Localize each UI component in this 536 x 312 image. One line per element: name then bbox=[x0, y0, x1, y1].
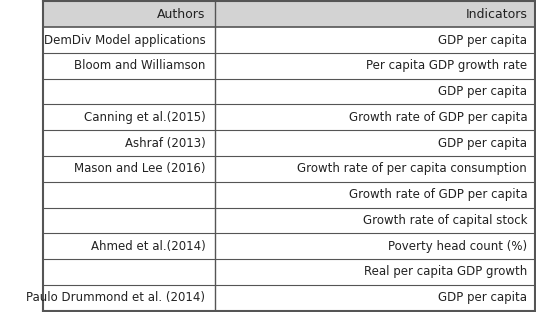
Text: Ahmed et al.(2014): Ahmed et al.(2014) bbox=[91, 240, 205, 253]
Text: Per capita GDP growth rate: Per capita GDP growth rate bbox=[366, 59, 527, 72]
Text: Indicators: Indicators bbox=[465, 8, 527, 21]
Text: Growth rate of capital stock: Growth rate of capital stock bbox=[363, 214, 527, 227]
Text: Growth rate of per capita consumption: Growth rate of per capita consumption bbox=[297, 162, 527, 175]
Text: Poverty head count (%): Poverty head count (%) bbox=[388, 240, 527, 253]
Bar bbox=[43, 1, 534, 27]
Bar bbox=[43, 182, 534, 207]
Bar bbox=[43, 27, 534, 53]
Bar bbox=[43, 53, 534, 79]
Bar bbox=[43, 130, 534, 156]
Text: Bloom and Williamson: Bloom and Williamson bbox=[74, 59, 205, 72]
Text: Authors: Authors bbox=[157, 8, 205, 21]
Bar bbox=[43, 156, 534, 182]
Bar bbox=[43, 79, 534, 105]
Text: GDP per capita: GDP per capita bbox=[438, 34, 527, 46]
Text: Mason and Lee (2016): Mason and Lee (2016) bbox=[74, 162, 205, 175]
Text: Growth rate of GDP per capita: Growth rate of GDP per capita bbox=[348, 188, 527, 201]
Text: Ashraf (2013): Ashraf (2013) bbox=[125, 137, 205, 150]
Bar bbox=[43, 285, 534, 311]
Bar bbox=[43, 233, 534, 259]
Bar bbox=[43, 259, 534, 285]
Bar bbox=[43, 207, 534, 233]
Text: Canning et al.(2015): Canning et al.(2015) bbox=[84, 111, 205, 124]
Bar bbox=[43, 105, 534, 130]
Text: GDP per capita: GDP per capita bbox=[438, 291, 527, 304]
Text: Growth rate of GDP per capita: Growth rate of GDP per capita bbox=[348, 111, 527, 124]
Text: GDP per capita: GDP per capita bbox=[438, 85, 527, 98]
Text: GDP per capita: GDP per capita bbox=[438, 137, 527, 150]
Text: Paulo Drummond et al. (2014): Paulo Drummond et al. (2014) bbox=[26, 291, 205, 304]
Text: DemDiv Model applications: DemDiv Model applications bbox=[44, 34, 205, 46]
Text: Real per capita GDP growth: Real per capita GDP growth bbox=[364, 266, 527, 278]
